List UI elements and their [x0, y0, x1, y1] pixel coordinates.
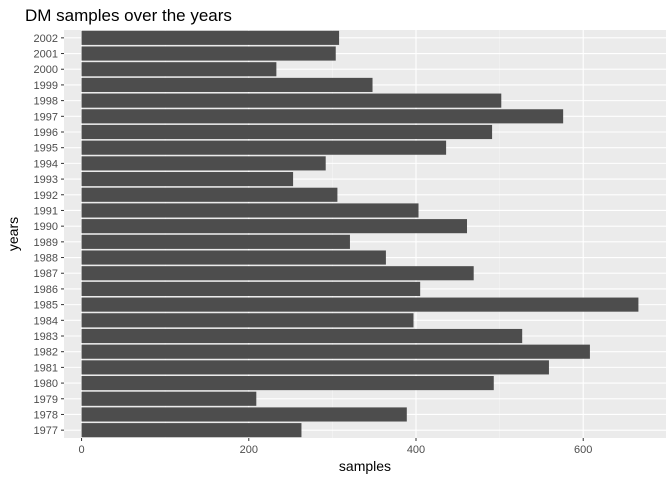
y-tick-label: 1991	[34, 205, 58, 217]
x-tick-label: 400	[407, 444, 425, 456]
y-tick-label: 1980	[34, 378, 58, 390]
y-tick-label: 1993	[34, 174, 58, 186]
bar-2002	[81, 30, 340, 45]
y-axis: 1977 1978 1979 1980 1981 1982 1983 1984 1985 1986…	[34, 33, 64, 437]
y-tick-label: 1997	[34, 111, 58, 123]
bar-1985	[81, 297, 639, 312]
bar-1988	[81, 250, 386, 265]
bar-1986	[81, 281, 421, 296]
y-tick-label: 1986	[34, 284, 58, 296]
y-tick-label: 1990	[34, 221, 58, 233]
bar-1995	[81, 140, 447, 155]
bar-1981	[81, 360, 549, 375]
bars	[81, 30, 639, 438]
bar-1990	[81, 219, 468, 234]
y-tick-label: 1995	[34, 143, 58, 155]
y-tick-label: 1989	[34, 237, 58, 249]
bar-1989	[81, 234, 350, 249]
bar-2001	[81, 46, 336, 61]
y-tick-label: 2002	[34, 33, 58, 45]
y-tick-label: 1998	[34, 96, 58, 108]
x-axis-label: samples	[339, 458, 391, 474]
bar-1991	[81, 203, 419, 218]
y-tick-label: 1978	[34, 409, 58, 421]
bar-1998	[81, 93, 502, 108]
y-tick-label: 1985	[34, 300, 58, 312]
y-tick-label: 1979	[34, 394, 58, 406]
x-axis: 0 200 400 600	[78, 438, 592, 456]
bar-1987	[81, 266, 474, 281]
y-tick-label: 1987	[34, 268, 58, 280]
y-tick-label: 1981	[34, 362, 58, 374]
y-tick-label: 2000	[34, 64, 58, 76]
bar-1997	[81, 109, 564, 124]
chart-title: DM samples over the years	[25, 6, 232, 25]
y-tick-label: 1988	[34, 253, 58, 265]
y-tick-label: 1992	[34, 190, 58, 202]
bar-1994	[81, 156, 326, 171]
bar-1982	[81, 344, 590, 359]
y-tick-label: 1984	[34, 315, 58, 327]
bar-1979	[81, 391, 257, 406]
bar-2000	[81, 62, 277, 77]
bar-1996	[81, 124, 493, 140]
bar-1978	[81, 407, 407, 422]
y-tick-label: 1996	[34, 127, 58, 139]
y-tick-label: 1999	[34, 80, 58, 92]
bar-1992	[81, 187, 338, 202]
y-tick-label: 1982	[34, 347, 58, 359]
y-axis-label: years	[5, 217, 21, 251]
bar-1984	[81, 313, 414, 328]
y-tick-label: 1977	[34, 425, 58, 437]
bar-1993	[81, 172, 294, 187]
x-tick-label: 0	[78, 444, 84, 456]
x-tick-label: 600	[574, 444, 592, 456]
bar-1977	[81, 423, 302, 438]
y-tick-label: 2001	[34, 49, 58, 61]
bar-1980	[81, 376, 494, 391]
y-tick-label: 1994	[34, 158, 58, 170]
bar-1999	[81, 77, 373, 92]
bar-1983	[81, 328, 523, 344]
y-tick-label: 1983	[34, 331, 58, 343]
x-tick-label: 200	[240, 444, 258, 456]
